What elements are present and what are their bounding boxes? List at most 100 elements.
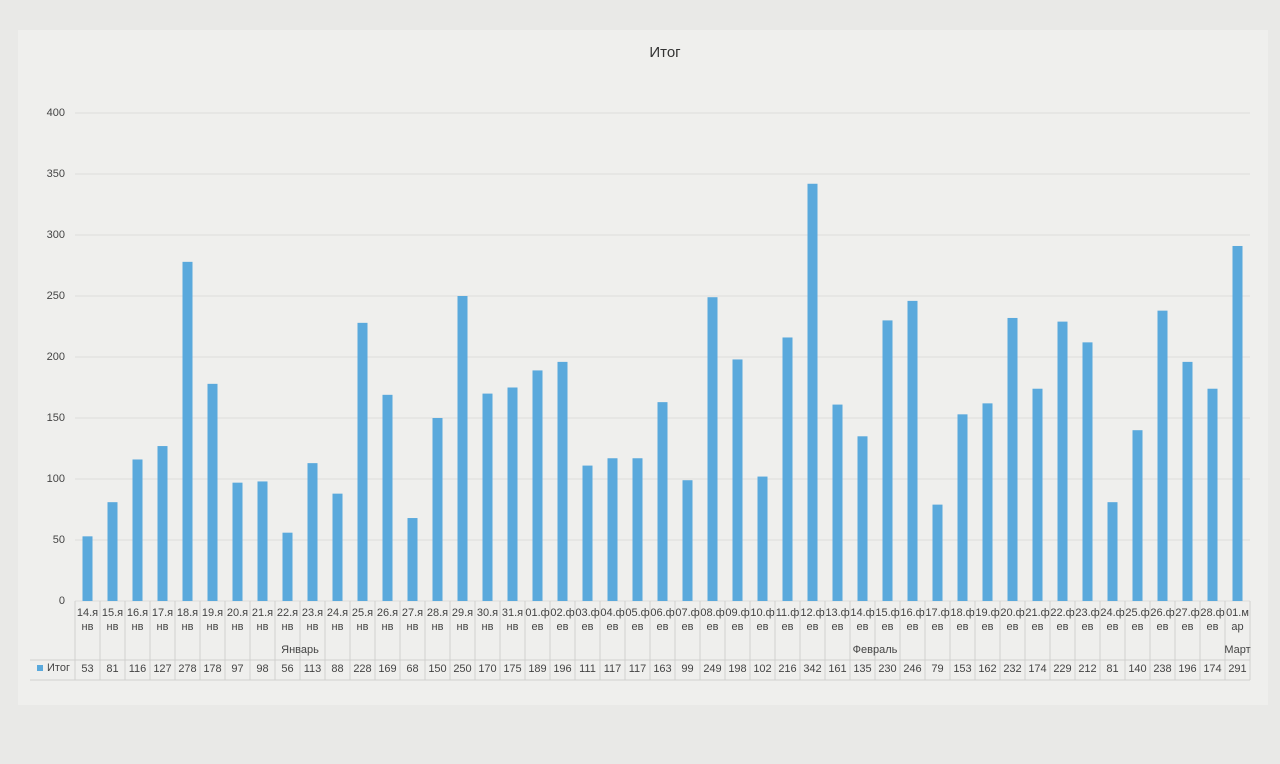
x-tick-label: 29.янв — [451, 607, 474, 633]
x-tick-label: 03.фев — [575, 607, 600, 633]
x-tick-label: 28.фев — [1200, 607, 1225, 633]
x-tick-label: 24.фев — [1100, 607, 1125, 633]
bar — [257, 481, 268, 601]
x-tick-label: 04.фев — [600, 607, 625, 633]
bar — [932, 504, 943, 601]
table-value: 175 — [503, 663, 522, 675]
table-value: 56 — [281, 663, 294, 675]
bar — [957, 414, 968, 601]
bar — [582, 465, 593, 601]
bar — [432, 418, 443, 601]
x-tick-label: 11.фев — [775, 607, 800, 633]
table-value: 212 — [1078, 663, 1097, 675]
x-tick-label: 27.янв — [401, 607, 424, 633]
bar — [407, 518, 418, 601]
table-value: 150 — [428, 663, 447, 675]
x-tick-label: 01.мар — [1226, 607, 1249, 633]
x-tick-label: 23.янв — [301, 607, 324, 633]
table-value: 246 — [903, 663, 922, 675]
bar — [157, 446, 168, 601]
table-value: 102 — [753, 663, 772, 675]
bar — [982, 403, 993, 601]
table-value: 196 — [1178, 663, 1197, 675]
table-value: 98 — [256, 663, 269, 675]
bar — [207, 383, 218, 601]
bar — [457, 296, 468, 601]
y-tick-label: 400 — [47, 107, 65, 119]
bar — [1082, 342, 1093, 601]
bar — [1182, 361, 1193, 601]
table-value: 163 — [653, 663, 672, 675]
table-value: 79 — [931, 663, 944, 675]
table-value: 291 — [1228, 663, 1247, 675]
table-value: 174 — [1028, 663, 1047, 675]
x-tick-label: 28.янв — [426, 607, 449, 633]
bar — [1132, 430, 1143, 601]
table-value: 232 — [1003, 663, 1022, 675]
x-tick-label: 15.янв — [101, 607, 124, 633]
bar — [782, 337, 793, 601]
bar — [1057, 321, 1068, 601]
group-label: Февраль — [852, 644, 898, 656]
bar — [1007, 317, 1018, 601]
table-value: 153 — [953, 663, 972, 675]
x-tick-label: 23.фев — [1075, 607, 1100, 633]
table-value: 117 — [603, 663, 622, 675]
x-tick-label: 26.янв — [376, 607, 399, 633]
bar — [657, 402, 668, 601]
bar — [82, 536, 93, 601]
chart-title: Итог — [649, 44, 681, 61]
y-tick-label: 150 — [47, 412, 65, 424]
x-tick-label: 18.янв — [176, 607, 199, 633]
bar — [382, 394, 393, 601]
x-tick-label: 16.янв — [126, 607, 149, 633]
x-tick-label: 15.фев — [875, 607, 900, 633]
y-tick-label: 50 — [53, 534, 65, 546]
table-value: 189 — [528, 663, 547, 675]
table-value: 198 — [728, 663, 747, 675]
x-tick-label: 06.фев — [650, 607, 675, 633]
table-value: 250 — [453, 663, 472, 675]
bar — [907, 300, 918, 601]
bar — [482, 393, 493, 601]
x-tick-label: 22.янв — [276, 607, 299, 633]
table-value: 216 — [778, 663, 797, 675]
x-tick-label: 02.фев — [550, 607, 575, 633]
table-value: 99 — [681, 663, 694, 675]
x-tick-label: 01.фев — [525, 607, 550, 633]
legend-label: Итог — [47, 662, 70, 674]
table-value: 97 — [231, 663, 244, 675]
bar — [357, 322, 368, 601]
table-value: 81 — [1106, 663, 1119, 675]
bar — [282, 532, 293, 601]
bar — [707, 297, 718, 601]
table-value: 140 — [1128, 663, 1147, 675]
x-tick-label: 17.фев — [925, 607, 950, 633]
x-tick-label: 16.фев — [900, 607, 925, 633]
table-value: 178 — [203, 663, 222, 675]
x-tick-label: 19.янв — [201, 607, 224, 633]
y-tick-label: 350 — [47, 168, 65, 180]
x-tick-label: 20.янв — [226, 607, 249, 633]
group-label: Январь — [281, 644, 319, 656]
table-value: 81 — [106, 663, 119, 675]
y-tick-label: 200 — [47, 351, 65, 363]
bar — [1232, 245, 1243, 602]
bar — [1032, 388, 1043, 601]
table-value: 229 — [1053, 663, 1072, 675]
table-value: 117 — [628, 663, 647, 675]
x-tick-label: 05.фев — [625, 607, 650, 633]
y-tick-label: 300 — [47, 229, 65, 241]
table-value: 116 — [128, 663, 147, 675]
bar — [132, 459, 143, 601]
bar — [1207, 388, 1218, 601]
x-tick-label: 09.фев — [725, 607, 750, 633]
table-value: 161 — [828, 663, 847, 675]
table-value: 68 — [406, 663, 419, 675]
y-tick-label: 0 — [59, 595, 65, 607]
y-tick-label: 250 — [47, 290, 65, 302]
bar — [1157, 310, 1168, 601]
table-value: 88 — [331, 663, 344, 675]
bar — [232, 482, 243, 601]
bar — [532, 370, 543, 601]
